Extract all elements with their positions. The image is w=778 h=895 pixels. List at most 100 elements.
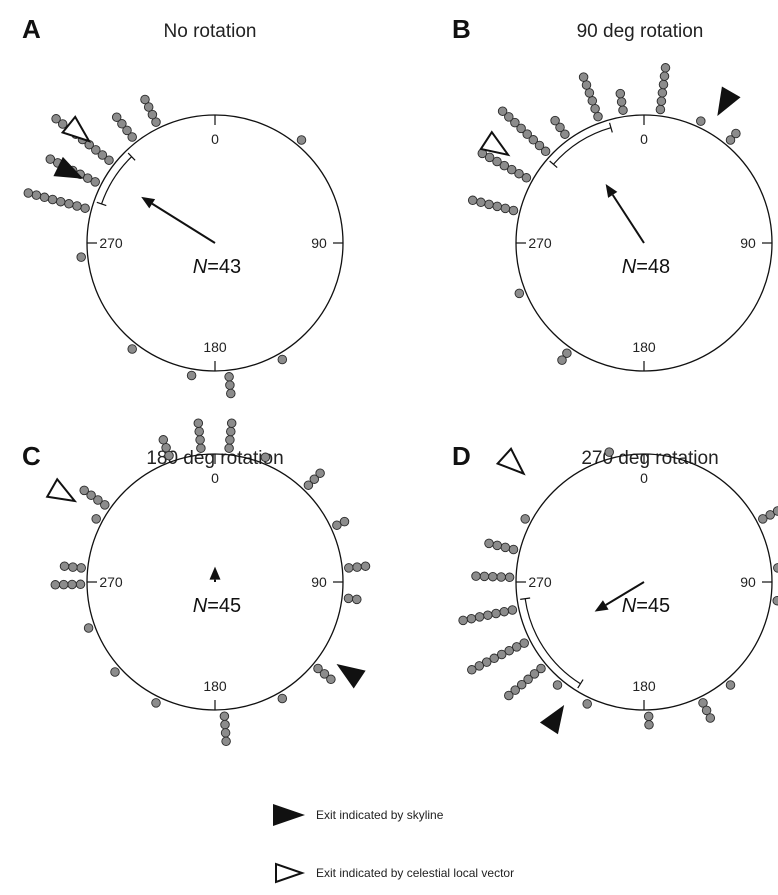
data-point [536, 663, 546, 674]
data-point [339, 516, 350, 527]
data-point [315, 468, 325, 478]
data-point [511, 642, 522, 652]
data-point [701, 705, 712, 716]
data-point [656, 96, 667, 106]
data-point [226, 418, 237, 428]
data-point [731, 128, 741, 139]
data-point [519, 638, 529, 648]
tick-label-270: 270 [99, 235, 123, 251]
data-point [360, 561, 371, 571]
confidence-interval-arc [100, 156, 133, 205]
data-point [534, 140, 545, 151]
skyline-exit-marker [336, 664, 366, 689]
skyline-exit-marker [717, 86, 741, 117]
celestial-exit-marker [479, 130, 511, 157]
data-point [492, 540, 502, 551]
data-point [581, 80, 592, 90]
confidence-interval-cap [608, 122, 613, 133]
data-point [64, 199, 74, 209]
data-point [644, 720, 654, 730]
data-point [510, 117, 520, 128]
confidence-interval-arc [552, 127, 612, 165]
data-point [616, 97, 627, 107]
confidence-interval-cap [127, 152, 136, 161]
data-point [313, 663, 323, 674]
panel-b: B 90 deg rotation 0 90 180 270 N=48 [452, 14, 773, 372]
data-point [499, 160, 510, 171]
data-point [484, 538, 494, 549]
data-point [143, 102, 154, 112]
skyline-exit-marker [539, 704, 565, 735]
data-point [504, 690, 514, 701]
data-point [528, 135, 539, 145]
data-point [260, 452, 271, 463]
data-point [497, 106, 508, 116]
data-point [560, 129, 570, 139]
data-point [514, 288, 525, 299]
data-point [540, 146, 551, 157]
data-point [474, 612, 485, 622]
skyline-exit-marker [53, 156, 84, 179]
data-point [303, 480, 314, 490]
data-point [500, 542, 511, 553]
sample-size-label: N=48 [622, 256, 670, 278]
sample-size-label: N=45 [193, 595, 241, 617]
data-point [51, 114, 61, 124]
data-point [59, 561, 70, 571]
mean-vector-line [611, 194, 645, 244]
data-point [658, 79, 669, 90]
data-point [224, 443, 234, 453]
tick-label-180: 180 [632, 339, 656, 355]
data-point [111, 112, 122, 122]
data-point [55, 196, 66, 207]
data-point [615, 88, 626, 99]
data-point [147, 109, 158, 120]
data-point [352, 594, 362, 605]
data-point [484, 199, 494, 210]
data-point [483, 610, 493, 620]
data-point [492, 156, 502, 167]
data-point [491, 608, 501, 619]
data-point [47, 194, 58, 205]
data-point [507, 605, 518, 615]
legend-celestial-label: Exit indicated by celestial local vector [316, 866, 514, 880]
data-point [277, 693, 288, 704]
sample-size-label: N=45 [622, 595, 670, 617]
data-point [127, 132, 137, 142]
tick-label-270: 270 [528, 574, 552, 590]
data-point [772, 595, 778, 606]
data-point [80, 203, 90, 213]
data-point [221, 736, 231, 747]
data-point [476, 197, 486, 208]
data-point [555, 122, 565, 133]
data-point [110, 667, 120, 677]
data-point [91, 145, 101, 155]
data-point [195, 435, 205, 445]
data-point [39, 192, 50, 203]
data-point [479, 571, 490, 582]
data-point [516, 123, 526, 134]
data-point [186, 370, 197, 381]
data-point [224, 372, 234, 382]
tick-label-90: 90 [311, 235, 327, 251]
data-point [508, 205, 519, 216]
data-point [75, 579, 86, 590]
data-point [500, 203, 511, 214]
data-point [296, 135, 307, 145]
data-point [127, 344, 137, 354]
data-point [277, 354, 288, 365]
data-point [484, 152, 495, 163]
tick-label-180: 180 [203, 339, 227, 355]
data-point [516, 679, 527, 690]
panel-a: A No rotation 0 90 180 270 N=43 [22, 14, 344, 399]
data-point [79, 485, 89, 496]
tick-label-180: 180 [632, 678, 656, 694]
data-point [471, 571, 481, 581]
data-point [557, 355, 567, 365]
data-point [481, 657, 492, 667]
panel-title: 270 deg rotation [581, 448, 718, 469]
data-point [93, 495, 103, 505]
